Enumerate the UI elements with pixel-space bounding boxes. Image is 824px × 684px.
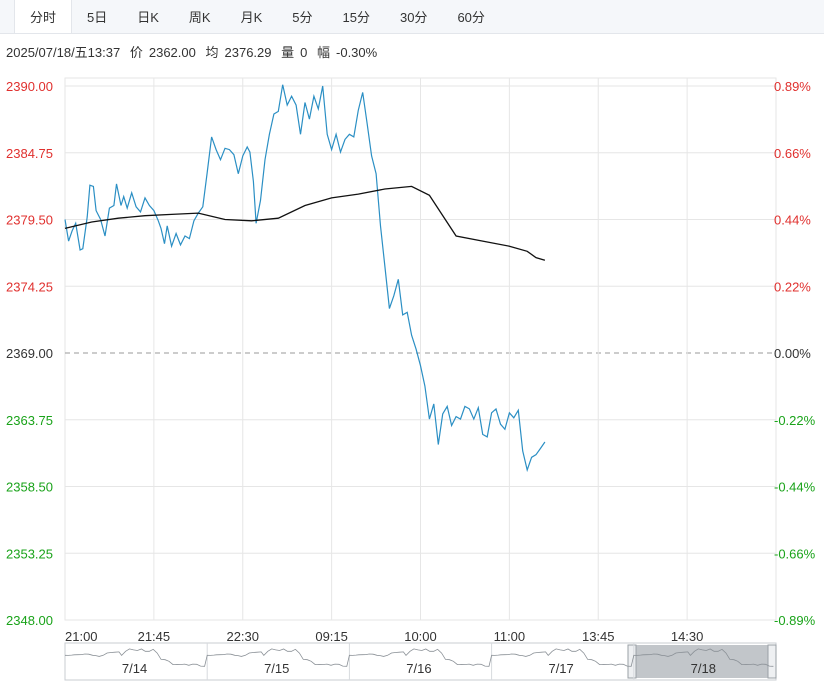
y-tick-label-left: 2348.00 xyxy=(6,613,53,628)
y-tick-label-right: -0.89% xyxy=(774,613,816,628)
navigator-date-label: 7/18 xyxy=(691,661,716,676)
navigator-mini-line xyxy=(64,648,774,667)
x-tick-label: 10:00 xyxy=(404,629,437,644)
tab-6[interactable]: 15分 xyxy=(342,10,370,25)
y-tick-label-right: -0.22% xyxy=(774,413,816,428)
volume-label: 量 xyxy=(281,45,295,60)
y-tick-label-right: -0.44% xyxy=(774,480,816,495)
y-tick-label-left: 2384.75 xyxy=(6,146,53,161)
tab-7[interactable]: 30分 xyxy=(399,10,428,25)
tab-4[interactable]: 月K xyxy=(240,10,263,25)
y-tick-label-left: 2358.50 xyxy=(6,480,53,495)
price-label: 价 xyxy=(129,45,143,60)
volume-value: 0 xyxy=(300,45,308,60)
y-tick-label-left: 2369.00 xyxy=(6,346,53,361)
y-tick-label-left: 2379.50 xyxy=(6,213,53,228)
y-tick-label-right: 0.00% xyxy=(774,346,811,361)
navigator-date-label: 7/16 xyxy=(406,661,431,676)
navigator-date-label: 7/14 xyxy=(122,661,147,676)
tab-1[interactable]: 5日 xyxy=(87,10,108,25)
y-tick-label-right: 0.66% xyxy=(774,146,811,161)
x-tick-label: 09:15 xyxy=(315,629,348,644)
price-series-line xyxy=(64,84,546,473)
tab-0[interactable]: 分时 xyxy=(14,0,73,33)
y-tick-label-left: 2353.25 xyxy=(6,546,53,561)
tab-3[interactable]: 周K xyxy=(188,10,211,25)
x-tick-label: 13:45 xyxy=(582,629,615,644)
tab-8[interactable]: 60分 xyxy=(457,10,485,25)
y-tick-label-right: 0.22% xyxy=(774,279,811,294)
y-tick-label-right: 0.89% xyxy=(774,79,811,94)
x-tick-label: 22:30 xyxy=(226,629,259,644)
avg-value: 2376.29 xyxy=(224,45,272,60)
y-tick-label-right: 0.44% xyxy=(774,213,811,228)
tab-2[interactable]: 日K xyxy=(137,10,159,25)
price-value: 2362.00 xyxy=(148,45,196,60)
timeframe-tabs: 分时 5日 日K 周K 月K 5分 15分 30分 60分 xyxy=(0,0,824,34)
quote-datetime: 2025/07/18/五13:37 xyxy=(6,45,121,60)
navigator-selection xyxy=(636,645,768,678)
tab-5[interactable]: 5分 xyxy=(292,10,313,25)
x-tick-label: 11:00 xyxy=(494,629,526,644)
x-tick-label: 21:45 xyxy=(138,629,171,644)
x-tick-label: 14:30 xyxy=(671,629,704,644)
navigator-handle-right xyxy=(767,644,777,679)
navigator-date-label: 7/15 xyxy=(264,661,289,676)
y-tick-label-left: 2374.25 xyxy=(6,279,53,294)
change-label: 幅 xyxy=(317,45,331,60)
x-tick-label: 21:00 xyxy=(65,629,98,644)
avg-label: 均 xyxy=(205,45,219,60)
y-tick-label-left: 2390.00 xyxy=(6,79,53,94)
avg-series-line xyxy=(64,185,546,261)
change-value: -0.30% xyxy=(336,45,378,60)
y-tick-label-right: -0.66% xyxy=(774,546,816,561)
navigator-date-label: 7/17 xyxy=(548,661,573,676)
y-tick-label-left: 2363.75 xyxy=(6,413,53,428)
